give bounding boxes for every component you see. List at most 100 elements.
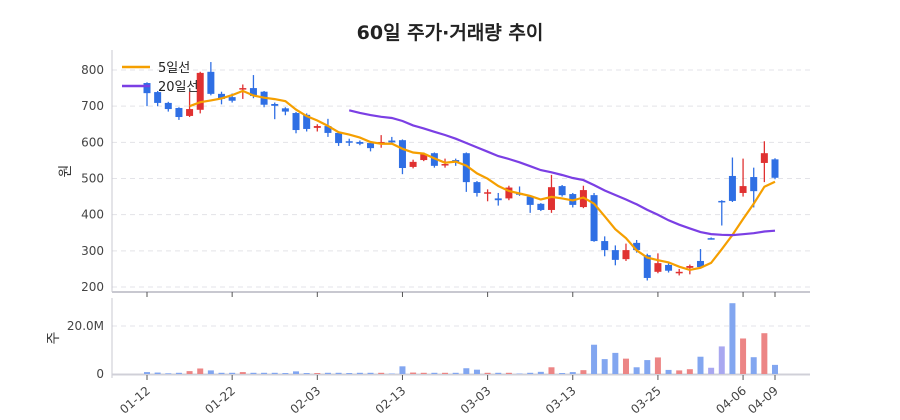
candle-down	[590, 195, 598, 242]
candle-down	[303, 114, 311, 129]
volume-bar	[772, 364, 778, 374]
volume-bar	[324, 372, 331, 374]
x-tick-label: 03-13	[543, 384, 579, 417]
volume-bar	[186, 371, 193, 374]
candle-down	[601, 241, 609, 251]
candle-down	[249, 88, 257, 97]
volume-bar	[718, 346, 725, 374]
candle-up	[654, 263, 662, 272]
candle-down	[462, 153, 470, 183]
candle-down	[271, 103, 279, 106]
volume-tick-label: 0	[96, 367, 104, 381]
candle-down	[164, 102, 172, 110]
candle-down	[665, 264, 673, 271]
volume-bar	[740, 338, 747, 374]
legend-label: 20일선	[158, 80, 198, 95]
volume-bar	[282, 373, 289, 374]
candle-down	[707, 238, 715, 240]
volume-bar	[218, 372, 225, 374]
candle-down	[728, 175, 736, 201]
candle-down	[473, 182, 481, 193]
candle-up	[739, 186, 747, 193]
volume-bar	[569, 372, 576, 374]
volume-bar	[676, 370, 683, 374]
volume-bar	[654, 357, 661, 374]
candle-down	[356, 141, 364, 144]
candle-down	[292, 113, 300, 131]
volume-bar	[591, 344, 598, 374]
x-tick-label: 01-22	[202, 384, 238, 417]
candle-down	[281, 108, 289, 112]
candle-down	[388, 140, 396, 143]
candle-down	[398, 140, 406, 169]
volume-bar	[239, 372, 246, 374]
volume-bar	[484, 372, 491, 374]
volume-bar	[473, 369, 480, 374]
candle-up	[622, 250, 630, 260]
volume-bar	[548, 367, 555, 374]
volume-bar	[686, 369, 693, 374]
candle-down	[696, 260, 704, 268]
price-tick-label: 600	[81, 135, 104, 149]
candle-down	[718, 200, 726, 203]
candle-up	[760, 153, 768, 163]
volume-bar	[495, 372, 502, 374]
price-y-label: 원	[58, 165, 74, 178]
ma20-line	[348, 109, 776, 237]
candle-down	[771, 159, 779, 178]
x-tick-label: 04-09	[745, 384, 781, 417]
candle-down	[143, 83, 151, 94]
volume-bar	[154, 372, 161, 374]
volume-bar	[750, 357, 757, 374]
volume-bar	[165, 373, 172, 374]
volume-bar	[463, 368, 470, 374]
candle-down	[324, 126, 332, 133]
volume-bar	[537, 371, 544, 374]
volume-bar	[399, 366, 406, 374]
volume-bar	[452, 372, 459, 374]
candle-down	[633, 242, 641, 251]
volume-bar	[761, 333, 768, 374]
volume-bar	[367, 372, 374, 374]
candle-down	[367, 143, 375, 149]
candle-down	[335, 132, 343, 144]
candle-up	[484, 192, 492, 194]
ma5-line	[189, 89, 776, 272]
x-tick-label: 03-25	[628, 384, 664, 417]
x-tick-label: 02-03	[288, 384, 324, 417]
candle-down	[494, 198, 502, 201]
volume-bar	[335, 372, 342, 374]
price-tick-label: 500	[81, 172, 104, 186]
volume-bar	[633, 367, 640, 374]
volume-bar	[314, 373, 321, 374]
candle-down	[218, 93, 226, 99]
x-tick-label: 01-12	[117, 384, 153, 417]
volume-tick-label: 20.0M	[67, 319, 104, 333]
volume-bar	[420, 372, 427, 374]
price-tick-label: 400	[81, 208, 104, 222]
price-tick-label: 700	[81, 99, 104, 113]
volume-y-label: 주	[46, 331, 62, 344]
volume-bar	[431, 372, 438, 374]
volume-bar	[708, 367, 715, 374]
candle-up	[441, 164, 449, 166]
volume-bar	[346, 373, 353, 374]
volume-bar	[356, 372, 363, 374]
candle-up	[409, 161, 417, 167]
volume-bar	[229, 372, 236, 374]
volume-bar	[580, 370, 587, 374]
volume-bar	[644, 360, 651, 374]
volume-bar	[697, 356, 704, 374]
candle-down	[207, 71, 215, 94]
candle-down	[228, 97, 236, 101]
candle-down	[611, 250, 619, 260]
candle-up	[196, 72, 204, 110]
volume-bar	[442, 372, 449, 374]
price-tick-label: 300	[81, 244, 104, 258]
x-tick-label: 03-03	[458, 384, 494, 417]
volume-bar	[261, 372, 268, 374]
volume-bar	[207, 370, 214, 374]
x-tick-label: 02-13	[373, 384, 409, 417]
